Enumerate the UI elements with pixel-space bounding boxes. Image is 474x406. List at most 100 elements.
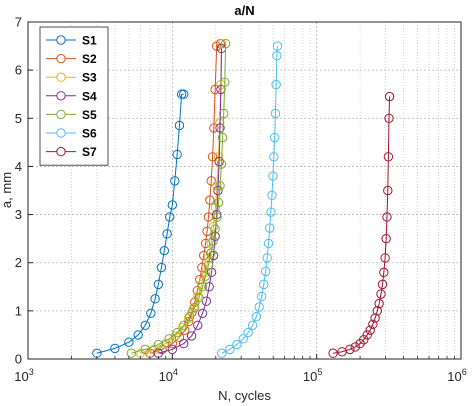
data-point xyxy=(368,319,378,330)
legend-swatch-marker xyxy=(56,128,66,138)
data-point xyxy=(208,236,218,246)
data-point xyxy=(213,197,224,208)
data-point xyxy=(179,320,189,330)
data-point xyxy=(270,108,281,119)
series-line-s5 xyxy=(131,43,227,354)
data-point xyxy=(179,89,189,99)
data-point xyxy=(213,185,223,196)
legend-entry-label: S1 xyxy=(82,34,97,48)
y-tick-label: 7 xyxy=(15,15,22,30)
data-point xyxy=(370,313,380,323)
data-point xyxy=(216,159,227,169)
data-point xyxy=(215,180,225,191)
data-point xyxy=(146,308,156,318)
data-point xyxy=(209,123,219,133)
data-point xyxy=(170,176,180,186)
data-point xyxy=(214,156,224,167)
data-point xyxy=(219,108,229,119)
x-tick-label: 104 xyxy=(159,367,178,384)
data-point xyxy=(188,303,199,314)
data-point xyxy=(150,294,160,304)
data-point xyxy=(207,152,218,162)
data-point xyxy=(210,202,221,213)
series-s5 xyxy=(126,38,231,358)
data-point xyxy=(206,176,216,186)
data-point xyxy=(176,89,187,99)
data-point xyxy=(254,302,264,312)
data-point xyxy=(272,51,282,61)
data-point xyxy=(206,248,216,258)
data-point xyxy=(140,320,151,330)
plot-frame xyxy=(27,21,462,360)
data-point xyxy=(265,223,275,233)
data-point xyxy=(156,262,167,273)
data-point xyxy=(217,132,228,143)
data-point xyxy=(210,224,220,234)
legend-swatch-marker xyxy=(56,53,66,64)
chart-title: a/N xyxy=(234,3,254,18)
series-layer xyxy=(92,38,395,358)
data-point xyxy=(259,279,269,290)
data-point xyxy=(345,344,355,355)
x-axis-label: N, cycles xyxy=(218,388,271,403)
data-point xyxy=(174,120,185,131)
data-point xyxy=(270,132,280,143)
series-s7 xyxy=(328,91,395,358)
data-point xyxy=(225,344,235,355)
data-point xyxy=(167,344,178,355)
data-point xyxy=(217,348,227,358)
data-point xyxy=(272,41,283,51)
data-point xyxy=(172,149,182,160)
series-s4 xyxy=(153,43,227,358)
data-point xyxy=(197,308,208,318)
y-tick-label: 3 xyxy=(15,207,22,222)
data-point xyxy=(260,266,271,277)
data-point xyxy=(271,79,281,90)
data-point xyxy=(268,171,278,181)
y-tick-label: 6 xyxy=(15,63,22,78)
data-point xyxy=(174,332,185,343)
data-point xyxy=(383,152,394,162)
legend-swatch-marker xyxy=(56,35,66,45)
y-tick-label: 5 xyxy=(15,111,22,126)
data-point xyxy=(197,282,208,292)
y-tick-label: 4 xyxy=(15,159,22,174)
data-point xyxy=(110,343,120,354)
data-point xyxy=(232,339,242,350)
y-tick-label: 1 xyxy=(15,303,22,318)
data-point xyxy=(190,302,200,313)
data-point xyxy=(206,238,216,249)
legend: S1 S2 S3 S4 S5 S6 S7 xyxy=(39,26,109,166)
data-point xyxy=(208,221,219,232)
x-tick-label: 105 xyxy=(303,367,322,384)
legend-entry-label: S4 xyxy=(82,89,97,103)
data-point xyxy=(212,180,222,191)
data-point xyxy=(126,348,137,358)
series-line-s7 xyxy=(333,96,391,354)
legend-entry-label: S2 xyxy=(82,52,97,66)
data-point xyxy=(266,207,276,217)
x-tick-label: 103 xyxy=(14,367,33,384)
data-point xyxy=(251,311,262,322)
y-axis-label: a, mm xyxy=(0,172,14,208)
data-point xyxy=(256,291,267,302)
data-point xyxy=(220,38,231,49)
data-point xyxy=(159,245,170,256)
data-point xyxy=(243,327,253,338)
data-point xyxy=(161,338,171,349)
y-tick-label: 0 xyxy=(15,352,22,367)
data-point xyxy=(379,267,389,278)
data-point xyxy=(220,77,230,87)
data-point xyxy=(210,84,220,95)
data-point xyxy=(247,320,258,330)
data-point xyxy=(200,271,211,281)
data-point xyxy=(162,229,172,239)
legend-entry-label: S5 xyxy=(82,108,97,122)
data-point xyxy=(179,338,189,349)
data-point xyxy=(184,313,194,323)
data-point xyxy=(164,334,174,344)
data-point xyxy=(328,348,338,358)
series-line-s4 xyxy=(158,48,222,354)
data-point xyxy=(215,123,225,133)
